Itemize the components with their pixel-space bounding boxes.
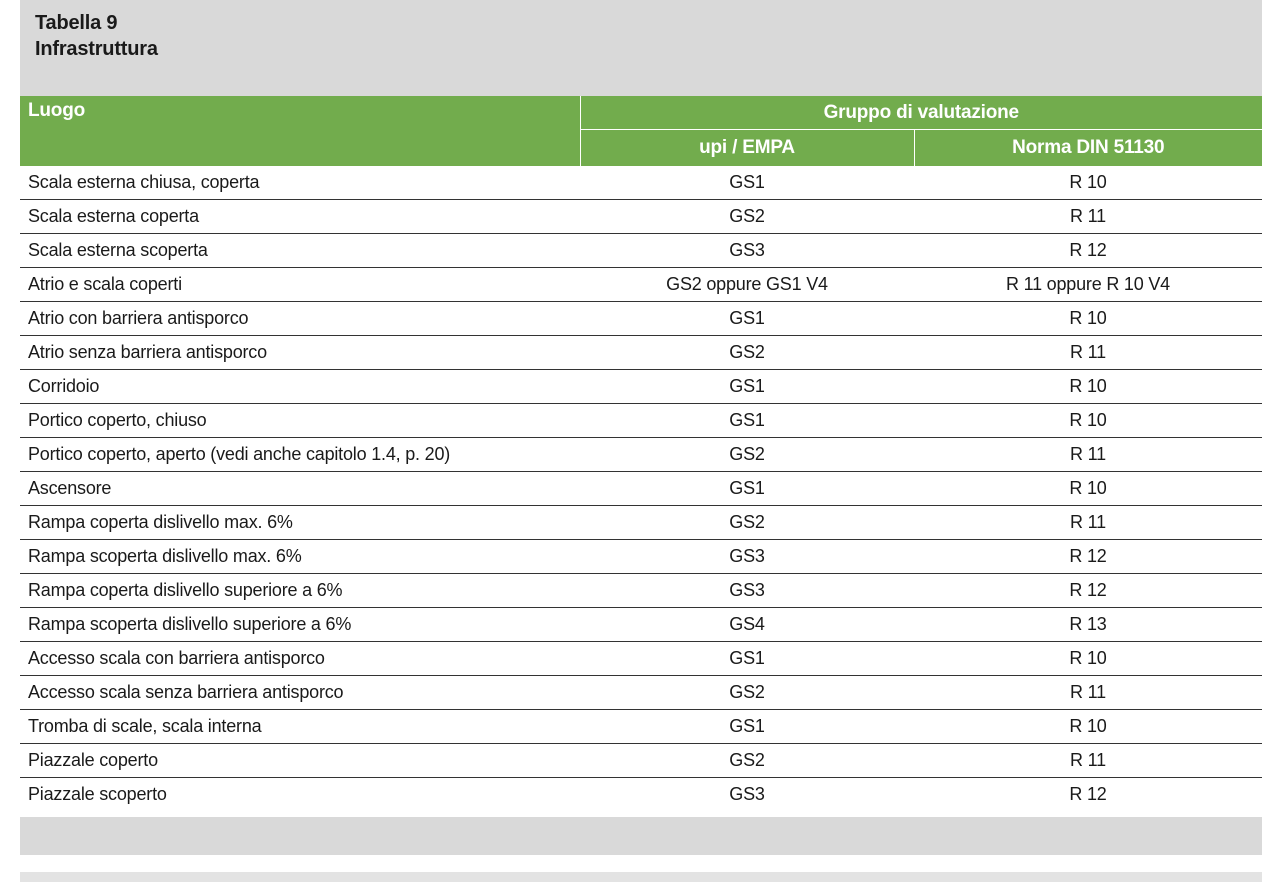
table-row: Atrio con barriera antisporco GS1 R 10 (20, 301, 1262, 336)
place-cell: Piazzale scoperto (28, 784, 167, 804)
next-section-band (20, 872, 1262, 882)
table-row: Piazzale scoperto GS3 R 12 (20, 778, 1262, 812)
din-51130-cell: R 10 (914, 471, 1262, 506)
upi-empa-cell: GS1 (580, 471, 914, 506)
upi-empa-cell: GS1 (580, 403, 914, 438)
table-row: Rampa scoperta dislivello superiore a 6%… (20, 607, 1262, 642)
upi-empa-cell: GS1 (580, 641, 914, 676)
din-51130-cell: R 10 (914, 709, 1262, 744)
din-51130-cell: R 11 (914, 335, 1262, 370)
upi-empa-cell: GS1 (580, 301, 914, 336)
data-table: Luogo Gruppo di valutazione upi / EMPA N… (20, 96, 1262, 811)
upi-empa-cell: GS2 (580, 437, 914, 472)
table-header: Luogo Gruppo di valutazione upi / EMPA N… (20, 96, 1262, 166)
header-group: Gruppo di valutazione (580, 96, 1262, 130)
upi-empa-cell: GS3 (729, 784, 765, 804)
place-cell: Rampa coperta dislivello superiore a 6% (20, 573, 580, 608)
table-row: Rampa scoperta dislivello max. 6% GS3 R 12 (20, 539, 1262, 574)
din-51130-cell: R 10 (914, 641, 1262, 676)
table-row: Scala esterna scoperta GS3 R 12 (20, 233, 1262, 268)
place-cell: Accesso scala con barriera antisporco (20, 641, 580, 676)
upi-empa-cell: GS4 (580, 607, 914, 642)
upi-empa-cell: GS3 (580, 539, 914, 574)
din-51130-cell: R 10 (914, 301, 1262, 336)
place-cell: Corridoio (20, 369, 580, 404)
place-cell: Rampa coperta dislivello max. 6% (20, 505, 580, 540)
table-row: Portico coperto, chiuso GS1 R 10 (20, 403, 1262, 438)
table-number: Tabella 9 (35, 12, 118, 34)
table-body: Scala esterna chiusa, coperta GS1 R 10 Scal… (20, 166, 1262, 811)
upi-empa-cell: GS1 (580, 709, 914, 744)
table-row: Tromba di scale, scala interna GS1 R 10 (20, 709, 1262, 744)
upi-empa-cell: GS2 oppure GS1 V4 (580, 267, 914, 302)
upi-empa-cell: GS1 (580, 369, 914, 404)
place-cell: Scala esterna coperta (20, 199, 580, 234)
din-51130-cell: R 10 (914, 403, 1262, 438)
din-51130-cell: R 13 (914, 607, 1262, 642)
din-51130-cell: R 12 (1069, 784, 1107, 804)
header-place: Luogo (20, 96, 581, 166)
upi-empa-cell: GS2 (580, 505, 914, 540)
din-51130-cell: R 11 (914, 675, 1262, 710)
place-cell: Atrio con barriera antisporco (20, 301, 580, 336)
din-51130-cell: R 11 (914, 743, 1262, 778)
din-51130-cell: R 12 (914, 539, 1262, 574)
din-51130-cell: R 11 oppure R 10 V4 (914, 267, 1262, 302)
upi-empa-cell: GS2 (580, 743, 914, 778)
upi-empa-cell: GS2 (580, 675, 914, 710)
place-cell: Accesso scala senza barriera antisporco (20, 675, 580, 710)
table-row: Corridoio GS1 R 10 (20, 369, 1262, 404)
upi-empa-cell: GS3 (580, 233, 914, 268)
table-row: Accesso scala senza barriera antisporco G… (20, 675, 1262, 710)
place-cell: Tromba di scale, scala interna (20, 709, 580, 744)
place-cell: Scala esterna chiusa, coperta (20, 166, 580, 200)
din-51130-cell: R 10 (914, 369, 1262, 404)
place-cell: Portico coperto, aperto (vedi anche capi… (20, 437, 580, 472)
table-row: Scala esterna coperta GS2 R 11 (20, 199, 1262, 234)
table-row: Piazzale coperto GS2 R 11 (20, 743, 1262, 778)
din-51130-cell: R 12 (914, 573, 1262, 608)
table-row: Ascensore GS1 R 10 (20, 471, 1262, 506)
place-cell: Atrio senza barriera antisporco (20, 335, 580, 370)
table-footer-band (20, 817, 1262, 855)
place-cell: Scala esterna scoperta (20, 233, 580, 268)
table-row: Atrio e scala coperti GS2 oppure GS1 V4 R … (20, 267, 1262, 302)
place-cell: Atrio e scala coperti (20, 267, 580, 302)
place-cell: Ascensore (20, 471, 580, 506)
din-51130-cell: R 11 (914, 505, 1262, 540)
table-title: Infrastruttura (35, 38, 158, 60)
infrastructure-table: Luogo Gruppo di valutazione upi / EMPA N… (20, 96, 1262, 811)
table-row: Scala esterna chiusa, coperta GS1 R 10 (20, 166, 1262, 200)
upi-empa-cell: GS2 (580, 335, 914, 370)
place-cell: Rampa scoperta dislivello max. 6% (20, 539, 580, 574)
table-row: Atrio senza barriera antisporco GS2 R 11 (20, 335, 1262, 370)
upi-empa-cell: GS3 (580, 573, 914, 608)
table-row: Accesso scala con barriera antisporco GS1… (20, 641, 1262, 676)
place-cell: Rampa scoperta dislivello superiore a 6% (20, 607, 580, 642)
din-51130-cell: R 11 (914, 199, 1262, 234)
upi-empa-cell: GS2 (580, 199, 914, 234)
place-cell: Piazzale coperto (20, 743, 580, 778)
table-row: Portico coperto, aperto (vedi anche capi… (20, 437, 1262, 472)
din-51130-cell: R 10 (914, 166, 1262, 200)
upi-empa-cell: GS1 (580, 166, 914, 200)
din-51130-cell: R 12 (914, 233, 1262, 268)
table-row: Rampa coperta dislivello superiore a 6% G… (20, 573, 1262, 608)
header-din-51130: Norma DIN 51130 (914, 129, 1262, 166)
table-row: Rampa coperta dislivello max. 6% GS2 R 11 (20, 505, 1262, 540)
header-upi-empa: upi / EMPA (580, 129, 915, 166)
din-51130-cell: R 11 (914, 437, 1262, 472)
place-cell: Portico coperto, chiuso (20, 403, 580, 438)
table-caption: Tabella 9 Infrastruttura (20, 0, 1262, 96)
